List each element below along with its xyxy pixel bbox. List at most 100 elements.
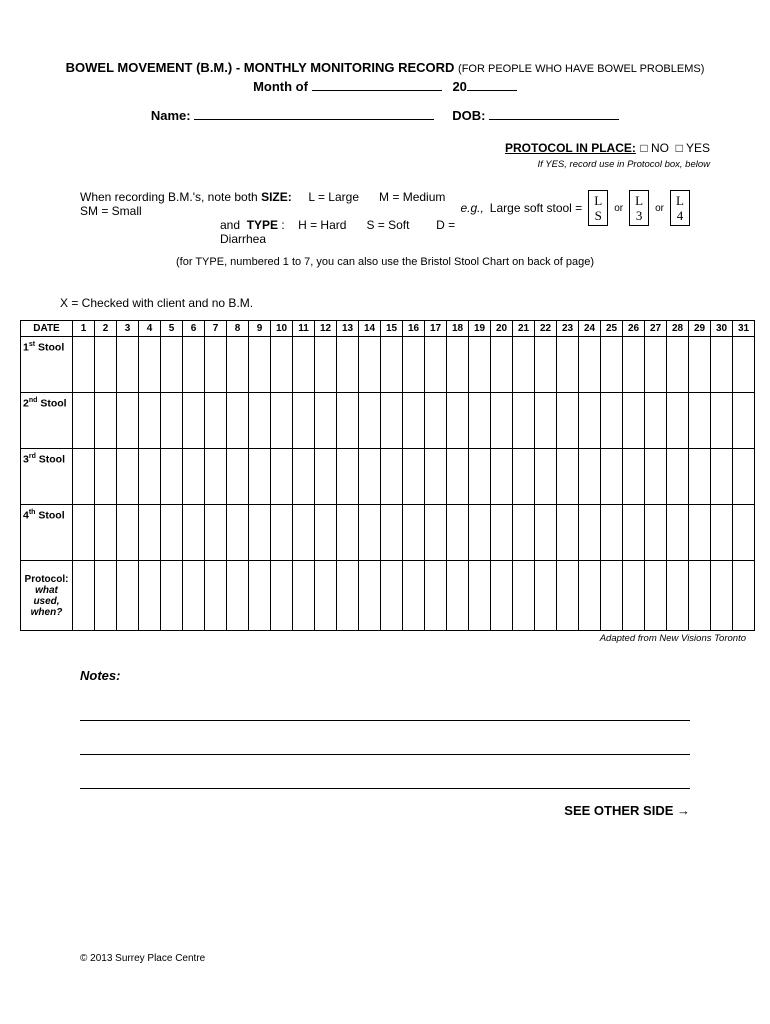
- cell-stool2-day12[interactable]: [315, 393, 337, 449]
- cell-protocol-day25[interactable]: [601, 561, 623, 631]
- notes-line-1[interactable]: [80, 701, 690, 721]
- cell-stool3-day26[interactable]: [623, 449, 645, 505]
- cell-protocol-day9[interactable]: [249, 561, 271, 631]
- cell-stool3-day21[interactable]: [513, 449, 535, 505]
- cell-stool4-day12[interactable]: [315, 505, 337, 561]
- cell-protocol-day18[interactable]: [447, 561, 469, 631]
- cell-stool1-day7[interactable]: [205, 337, 227, 393]
- cell-protocol-day17[interactable]: [425, 561, 447, 631]
- cell-stool3-day25[interactable]: [601, 449, 623, 505]
- cell-stool2-day14[interactable]: [359, 393, 381, 449]
- dob-input[interactable]: [489, 119, 619, 120]
- cell-stool4-day4[interactable]: [139, 505, 161, 561]
- cell-stool1-day16[interactable]: [403, 337, 425, 393]
- cell-stool4-day29[interactable]: [689, 505, 711, 561]
- cell-stool2-day29[interactable]: [689, 393, 711, 449]
- cell-stool3-day17[interactable]: [425, 449, 447, 505]
- cell-stool4-day18[interactable]: [447, 505, 469, 561]
- cell-stool3-day14[interactable]: [359, 449, 381, 505]
- cell-protocol-day3[interactable]: [117, 561, 139, 631]
- cell-stool4-day13[interactable]: [337, 505, 359, 561]
- cell-stool3-day3[interactable]: [117, 449, 139, 505]
- cell-stool2-day26[interactable]: [623, 393, 645, 449]
- cell-stool3-day23[interactable]: [557, 449, 579, 505]
- cell-stool1-day6[interactable]: [183, 337, 205, 393]
- cell-stool1-day31[interactable]: [733, 337, 755, 393]
- cell-stool2-day8[interactable]: [227, 393, 249, 449]
- cell-stool4-day31[interactable]: [733, 505, 755, 561]
- cell-stool2-day13[interactable]: [337, 393, 359, 449]
- cell-stool4-day11[interactable]: [293, 505, 315, 561]
- cell-stool3-day16[interactable]: [403, 449, 425, 505]
- cell-stool4-day6[interactable]: [183, 505, 205, 561]
- notes-line-3[interactable]: [80, 769, 690, 789]
- cell-stool4-day7[interactable]: [205, 505, 227, 561]
- cell-stool3-day10[interactable]: [271, 449, 293, 505]
- cell-stool3-day22[interactable]: [535, 449, 557, 505]
- cell-protocol-day5[interactable]: [161, 561, 183, 631]
- cell-stool3-day30[interactable]: [711, 449, 733, 505]
- cell-protocol-day4[interactable]: [139, 561, 161, 631]
- cell-stool2-day20[interactable]: [491, 393, 513, 449]
- cell-stool1-day12[interactable]: [315, 337, 337, 393]
- cell-stool2-day28[interactable]: [667, 393, 689, 449]
- cell-stool3-day15[interactable]: [381, 449, 403, 505]
- cell-protocol-day16[interactable]: [403, 561, 425, 631]
- cell-stool3-day18[interactable]: [447, 449, 469, 505]
- cell-stool1-day15[interactable]: [381, 337, 403, 393]
- cell-protocol-day15[interactable]: [381, 561, 403, 631]
- cell-protocol-day12[interactable]: [315, 561, 337, 631]
- cell-stool3-day5[interactable]: [161, 449, 183, 505]
- cell-stool3-day24[interactable]: [579, 449, 601, 505]
- cell-stool2-day31[interactable]: [733, 393, 755, 449]
- cell-stool3-day1[interactable]: [73, 449, 95, 505]
- cell-stool2-day3[interactable]: [117, 393, 139, 449]
- cell-stool4-day23[interactable]: [557, 505, 579, 561]
- cell-stool1-day22[interactable]: [535, 337, 557, 393]
- cell-protocol-day28[interactable]: [667, 561, 689, 631]
- cell-stool4-day8[interactable]: [227, 505, 249, 561]
- cell-stool1-day9[interactable]: [249, 337, 271, 393]
- cell-stool1-day13[interactable]: [337, 337, 359, 393]
- cell-protocol-day8[interactable]: [227, 561, 249, 631]
- cell-stool2-day27[interactable]: [645, 393, 667, 449]
- cell-stool4-day30[interactable]: [711, 505, 733, 561]
- cell-stool1-day25[interactable]: [601, 337, 623, 393]
- cell-stool4-day20[interactable]: [491, 505, 513, 561]
- cell-stool4-day22[interactable]: [535, 505, 557, 561]
- cell-stool2-day19[interactable]: [469, 393, 491, 449]
- cell-stool1-day17[interactable]: [425, 337, 447, 393]
- cell-stool2-day25[interactable]: [601, 393, 623, 449]
- cell-stool1-day29[interactable]: [689, 337, 711, 393]
- cell-stool3-day12[interactable]: [315, 449, 337, 505]
- cell-stool4-day28[interactable]: [667, 505, 689, 561]
- cell-stool2-day4[interactable]: [139, 393, 161, 449]
- cell-stool4-day10[interactable]: [271, 505, 293, 561]
- cell-stool3-day11[interactable]: [293, 449, 315, 505]
- cell-protocol-day21[interactable]: [513, 561, 535, 631]
- cell-stool4-day5[interactable]: [161, 505, 183, 561]
- cell-stool1-day4[interactable]: [139, 337, 161, 393]
- cell-protocol-day27[interactable]: [645, 561, 667, 631]
- cell-stool3-day8[interactable]: [227, 449, 249, 505]
- protocol-yes[interactable]: YES: [686, 141, 710, 155]
- cell-stool2-day24[interactable]: [579, 393, 601, 449]
- cell-stool4-day1[interactable]: [73, 505, 95, 561]
- cell-protocol-day20[interactable]: [491, 561, 513, 631]
- cell-protocol-day7[interactable]: [205, 561, 227, 631]
- cell-stool1-day11[interactable]: [293, 337, 315, 393]
- cell-protocol-day30[interactable]: [711, 561, 733, 631]
- cell-stool2-day15[interactable]: [381, 393, 403, 449]
- cell-stool4-day25[interactable]: [601, 505, 623, 561]
- cell-stool1-day14[interactable]: [359, 337, 381, 393]
- cell-stool1-day23[interactable]: [557, 337, 579, 393]
- cell-stool4-day21[interactable]: [513, 505, 535, 561]
- cell-stool2-day9[interactable]: [249, 393, 271, 449]
- cell-stool1-day28[interactable]: [667, 337, 689, 393]
- cell-stool3-day13[interactable]: [337, 449, 359, 505]
- cell-stool1-day2[interactable]: [95, 337, 117, 393]
- cell-stool2-day6[interactable]: [183, 393, 205, 449]
- cell-stool4-day15[interactable]: [381, 505, 403, 561]
- cell-stool2-day22[interactable]: [535, 393, 557, 449]
- cell-stool1-day1[interactable]: [73, 337, 95, 393]
